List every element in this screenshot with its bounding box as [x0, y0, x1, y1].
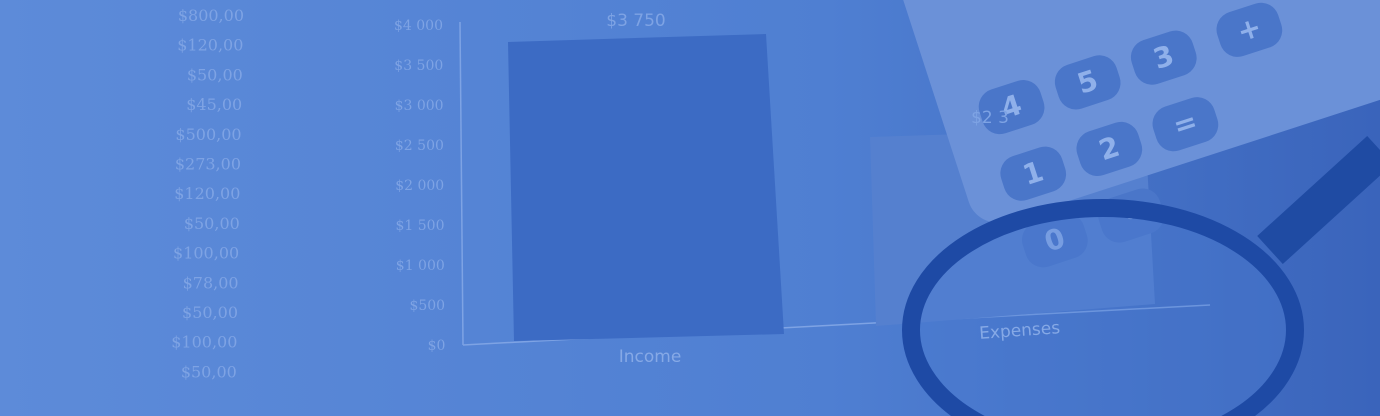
- magnifier-lens: [902, 199, 1304, 416]
- calculator-key: [1022, 213, 1088, 268]
- ledger-amount: $500,00: [175, 125, 241, 144]
- magnifier-handle: [1257, 135, 1380, 265]
- y-axis-label: $4 000: [394, 18, 443, 34]
- ledger-amount: $45,00: [186, 95, 242, 114]
- ledger-amount: $800,00: [178, 6, 244, 25]
- calculator-key: [1076, 121, 1143, 177]
- calculator-key: [1000, 146, 1067, 201]
- bar-value-label: $2 3: [971, 108, 1009, 128]
- ledger: $800,00 $120,00 $50,00 $45,00 $500,00 $273,00…: [171, 6, 244, 381]
- y-axis-label: $3 000: [395, 98, 444, 114]
- ledger-amount: $50,00: [181, 362, 237, 381]
- y-axis-label: $0: [428, 338, 446, 354]
- chart-labels: $4 000 $3 500 $3 000 $2 500 $2 000 $1 500 $1 0…: [394, 11, 1061, 367]
- y-axis-label: $1 000: [396, 258, 445, 274]
- y-axis: [459, 21, 464, 346]
- y-axis-label: $2 500: [395, 138, 444, 154]
- y-axis-label: $3 500: [394, 58, 443, 74]
- ledger-amount: $50,00: [182, 303, 238, 322]
- calculator-key: [1054, 55, 1121, 110]
- y-axis-label: $2 000: [395, 178, 444, 194]
- ledger-amount: $120,00: [174, 184, 240, 203]
- y-axis-label: $1 500: [396, 218, 445, 234]
- keypad: 453+12=0•: [978, 2, 1283, 268]
- calculator: 453+12=0•: [896, 0, 1380, 268]
- income-bar: [508, 34, 784, 341]
- ledger-amount: $120,00: [177, 36, 243, 55]
- ledger-amount: $78,00: [183, 273, 239, 292]
- ledger-amount: $100,00: [171, 333, 237, 352]
- ledger-amount: $273,00: [175, 155, 241, 174]
- calculator-key: [1152, 97, 1219, 152]
- ledger-amount: $50,00: [184, 214, 240, 233]
- category-label: Income: [619, 347, 682, 367]
- calculator-key: [978, 80, 1045, 135]
- ledger-amount: $50,00: [187, 65, 243, 84]
- ledger-amount: $100,00: [173, 244, 239, 263]
- calculator-key: [1130, 30, 1197, 85]
- y-axis-label: $500: [409, 298, 445, 314]
- bar-value-label: $3 750: [606, 11, 665, 31]
- calculator-key: [1216, 2, 1283, 57]
- magnifier: [902, 135, 1380, 416]
